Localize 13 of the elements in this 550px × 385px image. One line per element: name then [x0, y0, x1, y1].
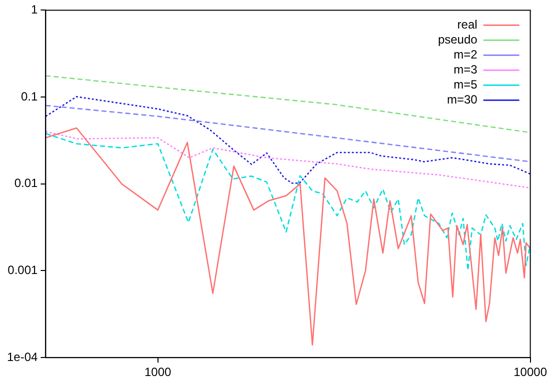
legend-label: m=5 [454, 78, 478, 92]
y-tick-label: 1e-04 [6, 350, 38, 364]
y-tick-label: 1 [31, 2, 38, 17]
legend-label: m=30 [446, 92, 478, 107]
legend-label: m=2 [454, 48, 478, 62]
y-tick-label: 0.001 [8, 263, 38, 278]
x-tick-label: 10000 [514, 365, 548, 380]
legend-label: m=3 [454, 62, 478, 77]
legend-label: pseudo [438, 32, 478, 47]
y-tick-label: 0.01 [14, 176, 38, 190]
legend-label: real [457, 18, 478, 32]
y-tick-label: 0.1 [21, 89, 38, 104]
x-tick-label: 1000 [144, 365, 172, 380]
